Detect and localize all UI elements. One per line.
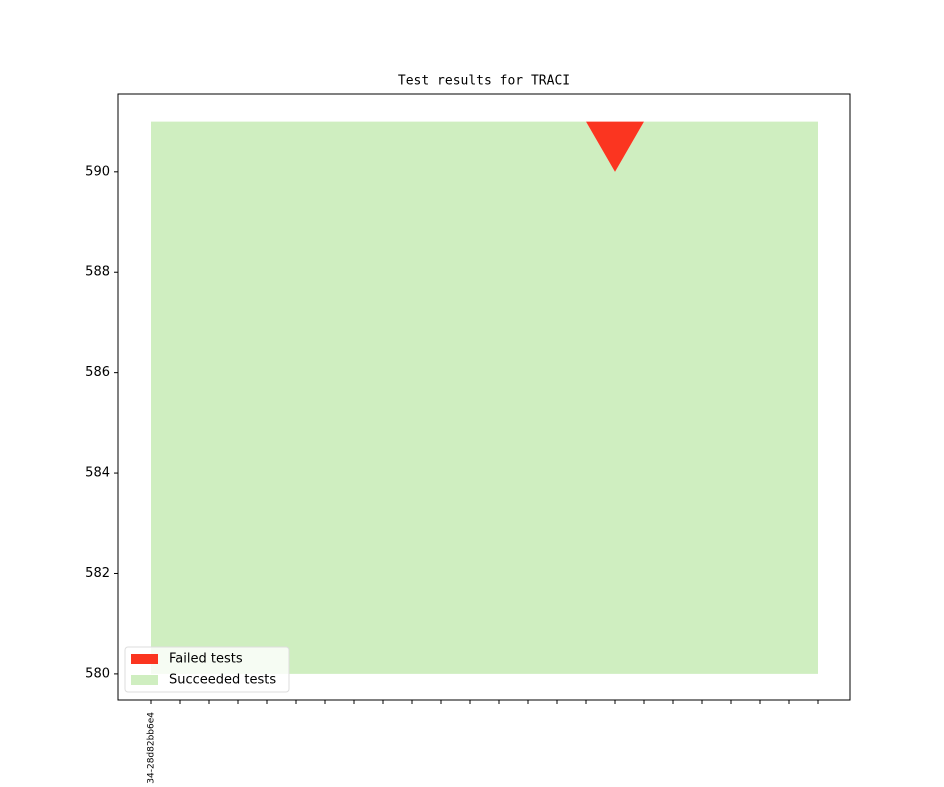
y-tick-label: 580 — [85, 666, 110, 681]
y-tick-label: 582 — [85, 566, 110, 581]
y-tick-label: 584 — [85, 466, 110, 481]
legend-label: Succeeded tests — [169, 673, 276, 688]
chart-title: Test results for TRACI — [398, 74, 570, 89]
area — [151, 121, 818, 674]
legend: Failed tests Succeeded tests — [124, 646, 290, 693]
legend-swatch — [131, 654, 158, 664]
axes-frame — [117, 93, 851, 701]
plot-area — [151, 121, 818, 674]
y-tick-label: 588 — [85, 265, 110, 280]
legend-box — [124, 646, 290, 693]
legend-label: Failed tests — [169, 652, 243, 667]
x-tick-label: 34-28d82bb6e4 — [147, 712, 157, 784]
legend-swatch — [131, 675, 158, 685]
y-tick-label: 586 — [85, 365, 110, 380]
y-tick-label: 590 — [85, 164, 110, 179]
